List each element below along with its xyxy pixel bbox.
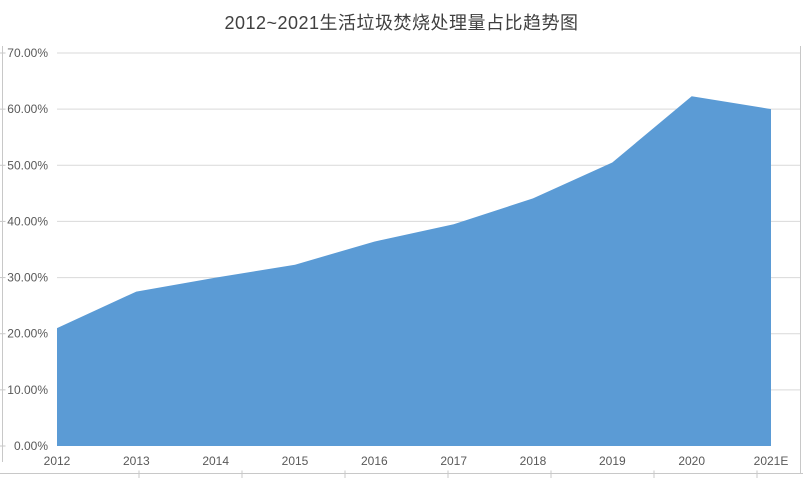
x-axis-tick-label: 2020 [678,454,705,468]
y-axis-tick-label: 50.00% [7,158,48,172]
area-series [57,96,771,446]
x-axis-tick-label: 2016 [361,454,388,468]
x-axis-tick-label: 2013 [123,454,150,468]
x-axis-tick-label: 2018 [520,454,547,468]
y-axis-tick-label: 0.00% [14,439,48,453]
y-axis-tick-label: 10.00% [7,383,48,397]
x-axis-tick-label: 2021E [754,454,789,468]
chart-title: 2012~2021生活垃圾焚烧处理量占比趋势图 [224,13,579,33]
x-axis-tick-label: 2019 [599,454,626,468]
y-axis-tick-label: 30.00% [7,271,48,285]
y-axis-tick-label: 70.00% [7,46,48,60]
x-axis-tick-label: 2014 [202,454,229,468]
x-axis-tick-label: 2012 [44,454,71,468]
x-axis-tick-label: 2017 [440,454,467,468]
y-axis-tick-label: 60.00% [7,102,48,116]
x-axis-tick-label: 2015 [282,454,309,468]
y-axis-tick-label: 20.00% [7,327,48,341]
y-axis-tick-label: 40.00% [7,214,48,228]
